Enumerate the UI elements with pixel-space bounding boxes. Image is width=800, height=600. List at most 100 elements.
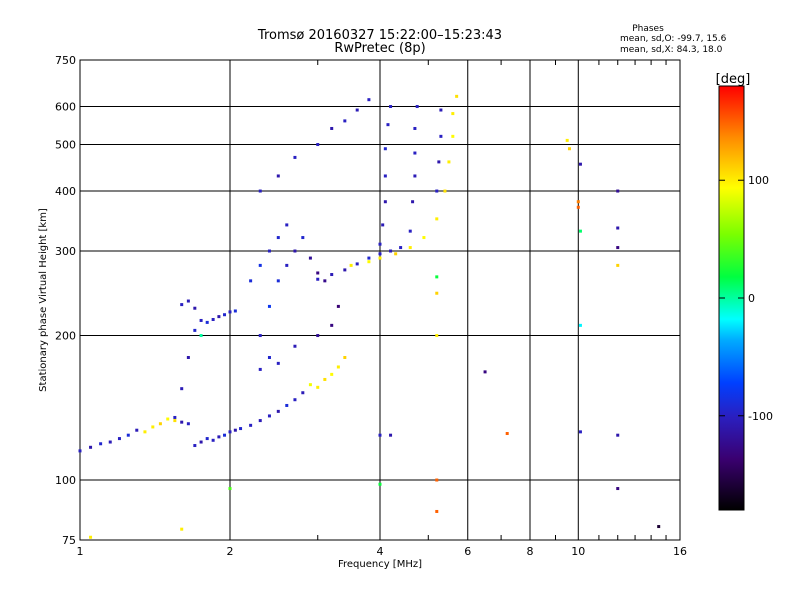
data-point [578,229,582,233]
chart-title: Tromsø 20160327 15:22:00–15:23:43 [257,28,502,43]
data-point [378,482,382,486]
y-tick-label: 300 [55,245,76,258]
data-point [394,252,398,256]
stats-line-o: mean, sd,O: -99.7, 15.6 [620,34,727,44]
data-point [89,445,93,449]
data-point [285,263,289,267]
data-point [330,126,334,130]
data-point [443,189,447,193]
data-point [223,313,227,317]
y-axis-label: Stationary phase Virtual Height [km] [38,208,49,392]
data-point [378,256,382,260]
colorbar-tick-label: 100 [748,174,769,187]
data-point [567,147,571,151]
data-point [399,246,403,250]
data-point [193,306,197,310]
data-point [308,383,312,387]
y-tick-label: 100 [55,474,76,487]
data-point [301,391,305,395]
data-point [89,535,93,539]
data-point [383,200,387,204]
data-point [211,317,215,321]
data-point [293,249,297,253]
data-point [578,162,582,166]
data-point [267,414,271,418]
data-point [285,403,289,407]
data-point [276,361,280,365]
data-point [193,444,197,448]
data-point [180,527,184,531]
data-point [293,155,297,159]
x-tick-label: 4 [377,545,384,558]
data-point [565,138,569,142]
data-point [413,151,417,155]
data-point [267,355,271,359]
data-point [267,304,271,308]
scatter-points [78,94,661,539]
data-point [616,226,620,230]
data-point [578,430,582,434]
data-point [99,442,103,446]
data-point [435,189,439,193]
data-point [316,143,320,147]
data-point [422,236,426,240]
data-point [323,377,327,381]
data-point [355,108,359,112]
data-point [285,223,289,227]
data-point [451,134,455,138]
y-tick-label: 500 [55,139,76,152]
data-point [336,365,340,369]
data-point [330,323,334,327]
chart-subtitle: RwPretec (8p) [334,41,425,56]
data-point [276,174,280,178]
data-point [180,420,184,424]
data-point [408,246,412,250]
data-point [386,123,390,127]
stats-heading: Phases [632,24,664,34]
x-tick-label: 10 [571,545,585,558]
data-point [186,299,190,303]
data-point [199,440,203,444]
data-point [249,423,253,427]
data-point [180,387,184,391]
data-point [483,370,487,374]
data-point [180,303,184,307]
data-point [143,430,147,434]
data-point [151,425,155,429]
y-tick-label: 600 [55,101,76,114]
colorbar-ticks: 100 0 -100 [719,174,773,423]
data-point [108,440,112,444]
y-tick-label: 200 [55,330,76,343]
data-point [437,160,441,164]
data-point [413,126,417,130]
data-point [233,309,237,313]
data-point [435,509,439,513]
data-point [367,260,371,264]
data-point [435,275,439,279]
x-tick-label: 16 [673,545,687,558]
data-point [233,428,237,432]
data-point [451,112,455,116]
data-point [193,328,197,332]
data-point [447,160,451,164]
data-point [293,398,297,402]
data-point [166,417,170,421]
data-point [135,428,139,432]
colorbar-tick-label: -100 [748,410,773,423]
data-point [576,200,580,204]
colorbar-tick-label: 0 [748,292,755,305]
data-point [389,105,393,109]
y-tick-label: 400 [55,185,76,198]
data-point [383,174,387,178]
data-point [616,433,620,437]
data-point [199,334,203,338]
data-point [411,200,415,204]
data-point [367,98,371,102]
data-point [330,372,334,376]
data-point [211,438,215,442]
data-point [239,427,243,431]
data-point [217,435,221,439]
data-point [389,249,393,253]
data-point [439,134,443,138]
